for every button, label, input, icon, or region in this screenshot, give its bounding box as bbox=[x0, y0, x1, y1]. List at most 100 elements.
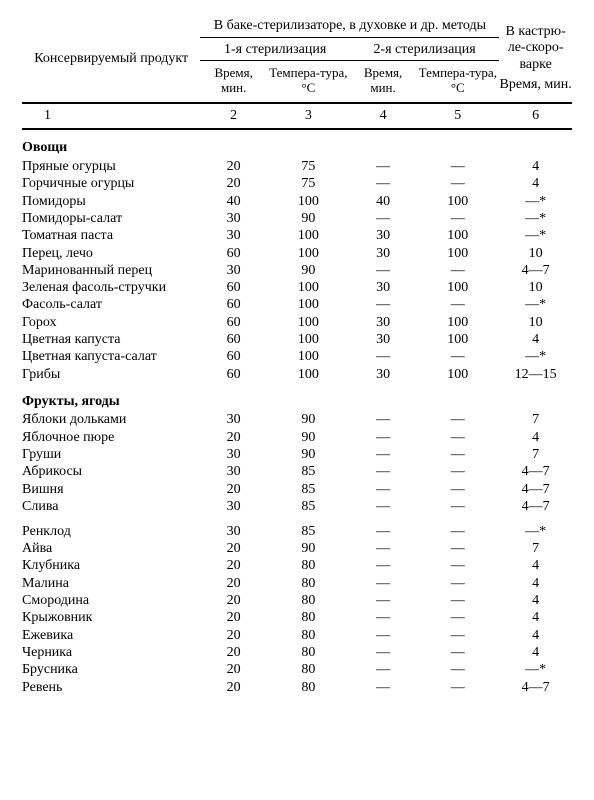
temp1-cell: 100 bbox=[267, 245, 350, 262]
temp1-cell: 90 bbox=[267, 211, 350, 228]
time1-cell: 30 bbox=[200, 499, 266, 516]
time1-cell: 60 bbox=[200, 332, 266, 349]
temp2-cell: — bbox=[416, 627, 499, 644]
temp2-cell: — bbox=[416, 645, 499, 662]
time2-cell: — bbox=[350, 297, 416, 314]
temp1-cell: 100 bbox=[267, 280, 350, 297]
table-row: Ренклод3085———* bbox=[22, 516, 572, 541]
time2-cell: — bbox=[350, 464, 416, 481]
time2-cell: 30 bbox=[350, 245, 416, 262]
temp1-cell: 80 bbox=[267, 627, 350, 644]
product-cell: Перец, лечо bbox=[22, 245, 200, 262]
temp2-cell: — bbox=[416, 610, 499, 627]
temp1-cell: 75 bbox=[267, 176, 350, 193]
table-section-heading: Фрукты, ягоды bbox=[22, 384, 572, 413]
pressure-cell: 4 bbox=[499, 176, 572, 193]
temp2-cell: 100 bbox=[416, 314, 499, 331]
table-row: Грибы601003010012—15 bbox=[22, 366, 572, 383]
temp2-cell: — bbox=[416, 447, 499, 464]
temp2-cell: — bbox=[416, 481, 499, 498]
table-row: Помидоры-салат3090———* bbox=[22, 211, 572, 228]
product-cell: Ревень bbox=[22, 679, 200, 696]
time2-cell: 30 bbox=[350, 280, 416, 297]
temp2-cell: — bbox=[416, 159, 499, 176]
colnum-3: 3 bbox=[305, 108, 312, 123]
temp2-cell: 100 bbox=[416, 280, 499, 297]
header-product: Консервируемый продукт bbox=[34, 51, 188, 66]
time1-cell: 60 bbox=[200, 297, 266, 314]
header-bak-group: В баке-стерилизаторе, в духовке и др. ме… bbox=[214, 18, 486, 33]
header-time-4: Время, мин. bbox=[364, 65, 402, 95]
temp1-cell: 85 bbox=[267, 516, 350, 541]
table-row: Крыжовник2080——4 bbox=[22, 610, 572, 627]
product-cell: Пряные огурцы bbox=[22, 159, 200, 176]
time1-cell: 30 bbox=[200, 447, 266, 464]
product-cell: Ежевика bbox=[22, 627, 200, 644]
colnum-6: 6 bbox=[532, 108, 539, 123]
pressure-cell: —* bbox=[499, 297, 572, 314]
table-row: Цветная капуста-салат60100———* bbox=[22, 349, 572, 366]
pressure-cell: 4 bbox=[499, 159, 572, 176]
product-cell: Маринованный перец bbox=[22, 263, 200, 280]
time1-cell: 30 bbox=[200, 263, 266, 280]
time2-cell: — bbox=[350, 263, 416, 280]
temp1-cell: 80 bbox=[267, 575, 350, 592]
time1-cell: 60 bbox=[200, 349, 266, 366]
pressure-cell: 4 bbox=[499, 610, 572, 627]
time1-cell: 20 bbox=[200, 429, 266, 446]
temp2-cell: — bbox=[416, 263, 499, 280]
temp1-cell: 85 bbox=[267, 464, 350, 481]
table-row: Груши3090——7 bbox=[22, 447, 572, 464]
table-row: Перец, лечо601003010010 bbox=[22, 245, 572, 262]
table-row: Томатная паста3010030100—* bbox=[22, 228, 572, 245]
time2-cell: — bbox=[350, 558, 416, 575]
time2-cell: — bbox=[350, 412, 416, 429]
time2-cell: — bbox=[350, 481, 416, 498]
temp2-cell: — bbox=[416, 211, 499, 228]
time2-cell: — bbox=[350, 176, 416, 193]
pressure-cell: 10 bbox=[499, 280, 572, 297]
table-row: Ревень2080——4—7 bbox=[22, 679, 572, 696]
pressure-cell: 4—7 bbox=[499, 481, 572, 498]
product-cell: Груши bbox=[22, 447, 200, 464]
temp2-cell: — bbox=[416, 516, 499, 541]
temp2-cell: — bbox=[416, 429, 499, 446]
product-cell: Абрикосы bbox=[22, 464, 200, 481]
product-cell: Клубника bbox=[22, 558, 200, 575]
table-row: Горох601003010010 bbox=[22, 314, 572, 331]
temp2-cell: — bbox=[416, 297, 499, 314]
temp2-cell: 100 bbox=[416, 332, 499, 349]
product-cell: Айва bbox=[22, 541, 200, 558]
time2-cell: 30 bbox=[350, 332, 416, 349]
pressure-cell: —* bbox=[499, 228, 572, 245]
pressure-cell: 4 bbox=[499, 645, 572, 662]
time1-cell: 30 bbox=[200, 516, 266, 541]
time1-cell: 60 bbox=[200, 314, 266, 331]
table-row: Яблоки дольками3090——7 bbox=[22, 412, 572, 429]
table-row: Малина2080——4 bbox=[22, 575, 572, 592]
pressure-cell: 10 bbox=[499, 314, 572, 331]
time1-cell: 20 bbox=[200, 610, 266, 627]
temp2-cell: — bbox=[416, 176, 499, 193]
time1-cell: 20 bbox=[200, 541, 266, 558]
temp1-cell: 80 bbox=[267, 558, 350, 575]
temp1-cell: 100 bbox=[267, 314, 350, 331]
temp1-cell: 90 bbox=[267, 447, 350, 464]
pressure-cell: —* bbox=[499, 516, 572, 541]
pressure-cell: 4 bbox=[499, 593, 572, 610]
pressure-cell: —* bbox=[499, 349, 572, 366]
product-cell: Горох bbox=[22, 314, 200, 331]
time1-cell: 30 bbox=[200, 412, 266, 429]
temp2-cell: 100 bbox=[416, 228, 499, 245]
time2-cell: — bbox=[350, 349, 416, 366]
time1-cell: 20 bbox=[200, 645, 266, 662]
table-row: Клубника2080——4 bbox=[22, 558, 572, 575]
temp2-cell: — bbox=[416, 575, 499, 592]
header-ster1: 1-я стерилизация bbox=[224, 42, 326, 57]
temp2-cell: — bbox=[416, 593, 499, 610]
temp2-cell: — bbox=[416, 499, 499, 516]
pressure-cell: 4—7 bbox=[499, 679, 572, 696]
product-cell: Малина bbox=[22, 575, 200, 592]
time2-cell: 40 bbox=[350, 193, 416, 210]
product-cell: Яблочное пюре bbox=[22, 429, 200, 446]
